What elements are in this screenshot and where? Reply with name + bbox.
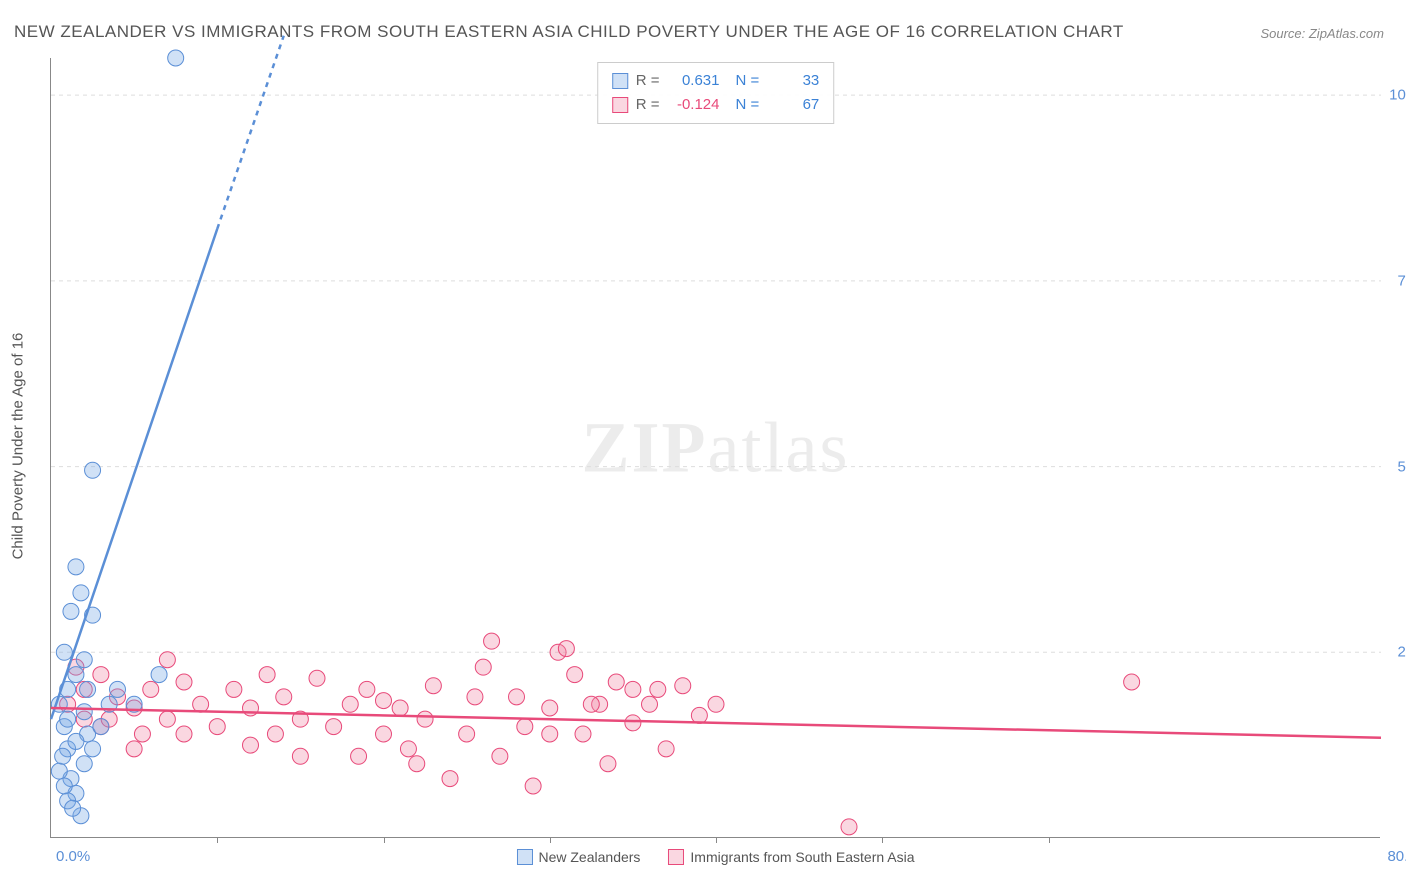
- n-label-blue: N =: [736, 69, 760, 93]
- x-axis-min-label: 0.0%: [56, 848, 90, 865]
- legend-swatch-blue-icon: [516, 849, 532, 865]
- r-label-pink: R =: [636, 93, 660, 117]
- y-axis-label: Child Poverty Under the Age of 16: [10, 333, 27, 560]
- legend-bottom: New Zealanders Immigrants from South Eas…: [516, 849, 914, 865]
- x-tick: [217, 837, 218, 843]
- x-tick: [384, 837, 385, 843]
- legend-item-blue: New Zealanders: [516, 849, 640, 865]
- x-tick: [550, 837, 551, 843]
- chart-title: NEW ZEALANDER VS IMMIGRANTS FROM SOUTH E…: [14, 22, 1124, 42]
- source-label: Source:: [1260, 26, 1308, 41]
- y-tick-label: 50.0%: [1385, 458, 1406, 475]
- legend-item-pink: Immigrants from South Eastern Asia: [668, 849, 914, 865]
- x-axis-max-label: 80.0%: [1387, 848, 1406, 865]
- n-label-pink: N =: [736, 93, 760, 117]
- plot-area: ZIPatlas R = 0.631 N = 33 R = -0.124 N =…: [50, 58, 1380, 838]
- source-attribution: Source: ZipAtlas.com: [1260, 26, 1384, 41]
- r-value-pink: -0.124: [668, 93, 720, 117]
- source-name: ZipAtlas.com: [1309, 26, 1384, 41]
- swatch-blue-icon: [612, 73, 628, 89]
- legend-label-pink: Immigrants from South Eastern Asia: [690, 849, 914, 865]
- plot-svg: [51, 58, 1380, 837]
- x-tick: [716, 837, 717, 843]
- r-value-blue: 0.631: [668, 69, 720, 93]
- y-tick-label: 100.0%: [1385, 87, 1406, 104]
- correlation-stats-box: R = 0.631 N = 33 R = -0.124 N = 67: [597, 62, 835, 124]
- y-tick-label: 25.0%: [1385, 644, 1406, 661]
- n-value-blue: 33: [767, 69, 819, 93]
- legend-label-blue: New Zealanders: [538, 849, 640, 865]
- legend-swatch-pink-icon: [668, 849, 684, 865]
- stats-row-pink: R = -0.124 N = 67: [612, 93, 820, 117]
- r-label-blue: R =: [636, 69, 660, 93]
- n-value-pink: 67: [767, 93, 819, 117]
- x-tick: [882, 837, 883, 843]
- y-tick-label: 75.0%: [1385, 272, 1406, 289]
- chart-container: NEW ZEALANDER VS IMMIGRANTS FROM SOUTH E…: [0, 0, 1406, 892]
- x-tick: [1049, 837, 1050, 843]
- stats-row-blue: R = 0.631 N = 33: [612, 69, 820, 93]
- swatch-pink-icon: [612, 97, 628, 113]
